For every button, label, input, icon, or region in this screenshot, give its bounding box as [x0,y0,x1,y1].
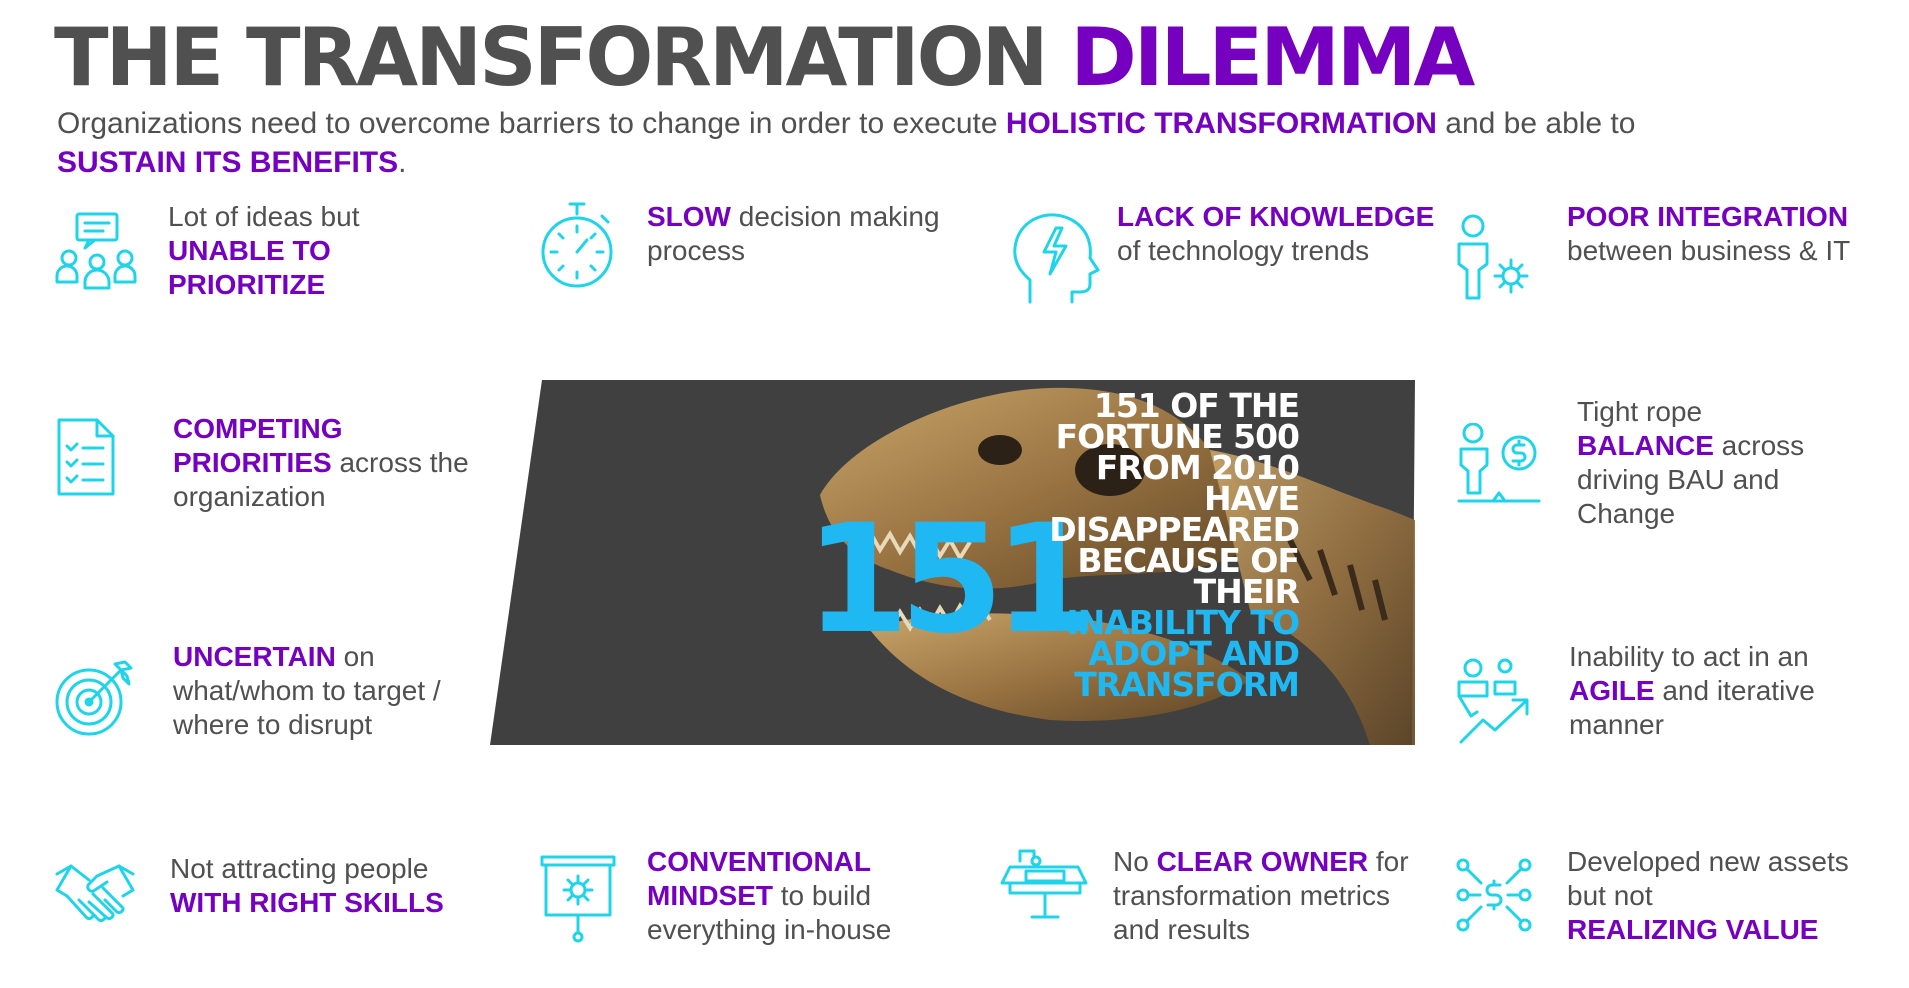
stat-highlight-line: ADOPT AND [1088,634,1300,673]
subtitle-text: and be able to [1436,107,1636,140]
item-text: Tight rope BALANCE across driving BAU and… [1577,396,1805,529]
item-text: No CLEAR OWNER for transformation metric… [1113,846,1409,945]
page-title: THE TRANSFORMATION DILEMMA [54,10,1475,105]
dinosaur-image [490,380,1415,745]
stat-line: DISAPPEARED [1049,510,1300,549]
item-text: CONVENTIONAL MINDSET to build everything… [647,846,892,945]
subtitle-highlight-sustain: SUSTAIN ITS BENEFITS [57,146,399,179]
item-text: SLOW decision making process [647,201,940,266]
stat-highlight-line: INABILITY TO [1066,603,1300,642]
item-text: Lot of ideas but UNABLE TO PRIORITIZE [168,201,360,300]
title-accent: DILEMMA [1070,11,1475,104]
item-text: POOR INTEGRATION between business & IT [1567,201,1851,266]
item-text: LACK OF KNOWLEDGE of technology trends [1117,201,1435,266]
stat-line: 151 OF THE [1093,386,1300,425]
item-text: Not attracting people WITH RIGHT SKILLS [170,853,444,918]
desk-lamp-icon [1000,849,1088,919]
item-text: COMPETING PRIORITIES across the organiza… [173,413,469,512]
item-text: UNCERTAIN on what/whom to target / where… [173,641,441,740]
people-growth-icon [1457,658,1529,744]
subtitle-text: Organizations need to overcome barriers … [57,107,1006,140]
target-icon [55,660,133,736]
title-main: THE TRANSFORMATION [54,11,1049,104]
page-subtitle: Organizations need to overcome barriers … [57,104,1897,182]
item-text: Developed new assets but not REALIZING VA… [1567,846,1849,945]
fortune-500-statement: 151 OF THE FORTUNE 500 FROM 2010 HAVE DI… [1019,386,1300,704]
stat-line: FORTUNE 500 [1055,417,1300,456]
handshake-icon [55,864,135,923]
subtitle-highlight-holistic: HOLISTIC TRANSFORMATION [1005,107,1437,140]
stat-highlight-line: TRANSFORM [1074,665,1300,704]
person-balance-icon [1457,423,1541,503]
stat-line: HAVE [1204,479,1300,518]
stat-line: FROM 2010 [1095,448,1300,487]
brain-bolt-icon [1013,213,1100,304]
checklist-icon [57,418,115,496]
value-network-icon [1456,858,1532,932]
subtitle-text: . [398,146,407,179]
stopwatch-icon [541,202,613,288]
stat-line: BECAUSE OF [1077,541,1300,580]
person-gear-icon [1457,214,1529,300]
chat-team-icon [55,212,137,290]
stat-line: THEIR [1193,572,1300,611]
dinosaur-panel: 151 151 OF THE FORTUNE 500 FROM 2010 HAV… [490,380,1415,745]
big-number-151: 151 [805,493,1098,667]
item-text: Inability to act in an AGILE and iterativ… [1569,641,1815,740]
presentation-gear-icon [540,855,616,943]
